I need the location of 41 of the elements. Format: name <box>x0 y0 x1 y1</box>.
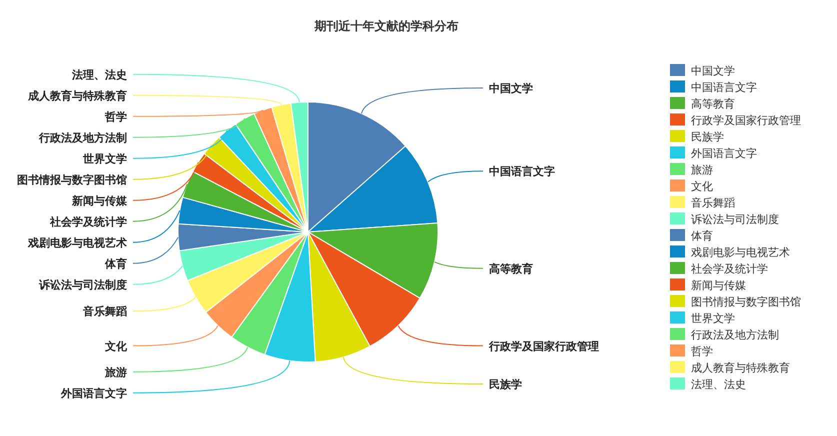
legend-label: 成人教育与特殊教育 <box>691 362 790 374</box>
slice-label: 戏剧电影与电视艺术 <box>27 236 127 250</box>
legend-label: 世界文学 <box>691 312 735 325</box>
legend-label: 中国语言文字 <box>691 81 757 94</box>
slice-label: 诉讼法与司法制度 <box>38 278 127 292</box>
slice-label: 民族学 <box>489 378 522 391</box>
slice-label: 高等教育 <box>489 262 533 276</box>
slice-label: 外国语言文字 <box>60 386 127 400</box>
legend-label: 体育 <box>691 230 713 242</box>
legend-label: 中国文学 <box>691 64 735 78</box>
slice-label: 旅游 <box>104 366 127 379</box>
legend-label: 旅游 <box>691 164 713 176</box>
legend-label: 高等教育 <box>691 98 735 110</box>
legend-label: 行政学及国家行政管理 <box>691 114 801 127</box>
slice-label: 文化 <box>104 340 128 353</box>
legend-label: 行政法及地方法制 <box>691 328 779 342</box>
legend-label: 哲学 <box>691 345 713 358</box>
legend-label: 法理、法史 <box>691 378 746 391</box>
legend-label: 诉讼法与司法制度 <box>691 213 779 226</box>
slice-label: 体育 <box>104 257 127 270</box>
slice-label: 图书情报与数字图书馆 <box>17 173 127 186</box>
slice-label: 音乐舞蹈 <box>82 305 127 318</box>
legend-label: 图书情报与数字图书馆 <box>691 296 801 308</box>
slice-label: 行政学及国家行政管理 <box>488 340 599 353</box>
chart-title: 期刊近十年文献的学科分布 <box>314 19 458 33</box>
slice-label: 哲学 <box>104 110 127 124</box>
legend-label: 社会学及统计学 <box>691 262 768 276</box>
legend-label: 新闻与传媒 <box>691 279 746 292</box>
slice-label: 中国语言文字 <box>489 165 555 178</box>
slice-label: 世界文学 <box>82 152 127 166</box>
legend-label: 文化 <box>691 180 713 193</box>
legend-label: 民族学 <box>691 130 724 144</box>
slice-label: 中国文学 <box>489 82 533 95</box>
legend-label: 戏剧电影与电视艺术 <box>691 246 790 259</box>
legend-label: 外国语言文字 <box>691 147 757 160</box>
slice-label: 成人教育与特殊教育 <box>27 89 127 102</box>
slice-label: 新闻与传媒 <box>71 194 128 208</box>
slice-label: 法理、法史 <box>71 68 127 82</box>
slice-label: 社会学及统计学 <box>49 215 127 228</box>
slice-label: 行政法及地方法制 <box>38 131 127 144</box>
legend-label: 音乐舞蹈 <box>691 196 735 210</box>
